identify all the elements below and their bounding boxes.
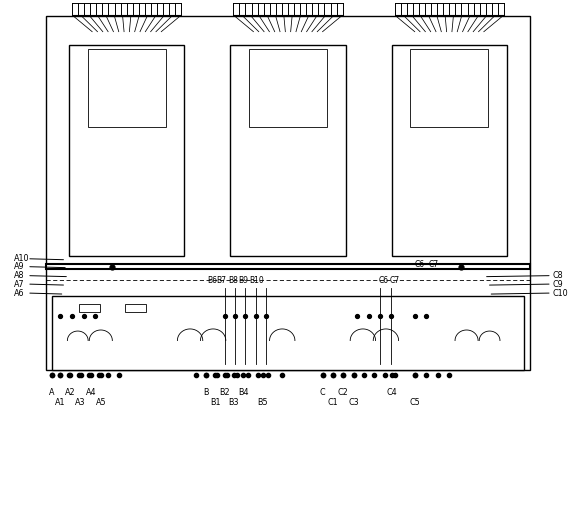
Text: C3: C3	[348, 398, 359, 407]
Text: A1: A1	[55, 398, 66, 407]
Bar	[69, 45, 184, 256]
Text: A8: A8	[14, 271, 25, 280]
Text: C5: C5	[410, 398, 420, 407]
Text: A: A	[49, 388, 55, 397]
Text: B3: B3	[229, 398, 239, 407]
Bar	[88, 49, 166, 127]
Bar	[392, 45, 507, 256]
Bar	[79, 304, 100, 312]
Text: B4: B4	[238, 388, 248, 397]
Bar	[46, 264, 530, 269]
Text: C8: C8	[553, 271, 563, 280]
Text: C7: C7	[389, 276, 400, 285]
Bar	[125, 304, 146, 312]
Text: B8: B8	[228, 276, 238, 285]
Text: C6: C6	[379, 276, 389, 285]
Text: A6: A6	[14, 288, 25, 298]
Text: C4: C4	[386, 388, 397, 397]
Text: C6: C6	[415, 260, 425, 269]
Text: C2: C2	[338, 388, 348, 397]
Text: C: C	[320, 388, 325, 397]
Text: B9: B9	[238, 276, 248, 285]
Bar	[395, 15, 504, 16]
Text: B5: B5	[257, 398, 268, 407]
Text: A10: A10	[14, 254, 30, 263]
Text: C7: C7	[429, 260, 439, 269]
Bar	[72, 15, 181, 16]
Bar	[410, 49, 488, 127]
Text: A7: A7	[14, 279, 25, 289]
Bar	[230, 45, 346, 256]
Text: A9: A9	[14, 262, 25, 271]
Text: A5: A5	[96, 398, 106, 407]
Text: A4: A4	[86, 388, 96, 397]
Text: B7: B7	[217, 276, 226, 285]
Text: A3: A3	[75, 398, 86, 407]
Bar	[52, 296, 524, 370]
Bar	[249, 49, 327, 127]
Text: B10: B10	[249, 276, 264, 285]
Text: C10: C10	[553, 288, 569, 298]
Text: C1: C1	[328, 398, 338, 407]
Text: B: B	[203, 388, 209, 397]
Text: B1: B1	[210, 398, 221, 407]
Text: B6: B6	[207, 276, 217, 285]
Text: B2: B2	[219, 388, 230, 397]
Bar	[233, 15, 343, 16]
Bar	[46, 16, 530, 370]
Text: C9: C9	[553, 279, 564, 289]
Text: A2: A2	[65, 388, 75, 397]
